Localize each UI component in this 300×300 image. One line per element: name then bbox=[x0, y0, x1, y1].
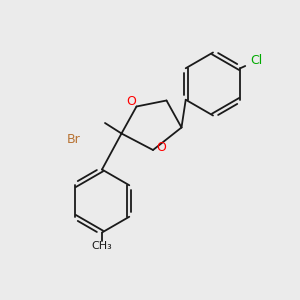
Text: O: O bbox=[126, 94, 136, 108]
Text: CH₃: CH₃ bbox=[92, 241, 112, 251]
Text: Br: Br bbox=[67, 133, 80, 146]
Text: O: O bbox=[157, 141, 166, 154]
Text: Cl: Cl bbox=[251, 54, 263, 67]
